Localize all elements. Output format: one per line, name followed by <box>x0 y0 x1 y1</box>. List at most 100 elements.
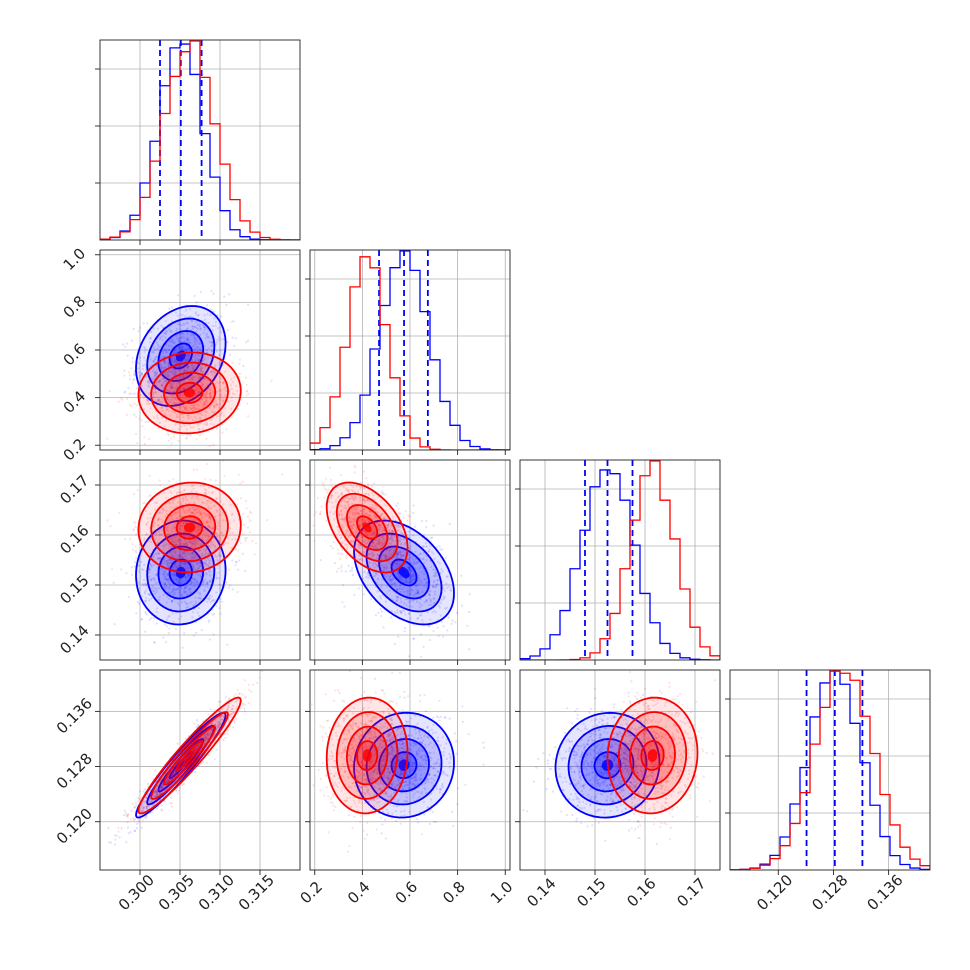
scatter-point <box>391 537 394 540</box>
scatter-point <box>171 573 174 576</box>
scatter-point <box>164 379 167 383</box>
scatter-point <box>352 514 355 517</box>
scatter-point <box>422 545 425 548</box>
scatter-point <box>437 634 440 638</box>
scatter-point <box>373 532 376 535</box>
scatter-point <box>432 597 435 601</box>
scatter-point <box>199 526 202 529</box>
y-tick-label: 0.8 <box>60 292 90 322</box>
scatter-point <box>208 444 211 448</box>
scatter-point <box>138 417 141 420</box>
scatter-point <box>417 579 420 582</box>
scatter-point <box>369 510 372 513</box>
scatter-point <box>173 549 176 552</box>
scatter-point <box>140 826 143 829</box>
scatter-point <box>170 387 173 390</box>
scatter-point <box>227 568 231 571</box>
scatter-point <box>200 367 203 370</box>
scatter-point <box>375 571 378 575</box>
scatter-point <box>360 518 363 521</box>
scatter-point <box>185 502 188 505</box>
scatter-point <box>142 502 145 505</box>
scatter-point <box>164 575 167 578</box>
scatter-point <box>426 580 429 584</box>
scatter-point <box>130 339 134 342</box>
scatter-point <box>362 510 365 513</box>
scatter-point <box>186 355 189 358</box>
scatter-point <box>331 485 334 488</box>
scatter-point <box>215 748 218 751</box>
scatter-point <box>192 565 195 568</box>
scatter-point <box>182 552 185 555</box>
scatter-point <box>173 574 176 577</box>
scatter-point <box>195 301 198 304</box>
scatter-point <box>155 582 158 585</box>
scatter-point <box>429 600 432 603</box>
scatter-point <box>160 406 163 409</box>
scatter-point <box>353 523 356 527</box>
scatter-point <box>381 541 384 544</box>
scatter-point <box>173 498 176 501</box>
scatter-point <box>399 525 402 528</box>
scatter-point <box>194 311 198 314</box>
scatter-point <box>205 582 208 585</box>
scatter-point <box>89 369 91 371</box>
scatter-point <box>190 542 193 545</box>
scatter-point <box>344 518 347 521</box>
scatter-point <box>201 379 204 382</box>
scatter-point <box>408 515 411 519</box>
scatter-point <box>225 428 228 431</box>
scatter-point <box>213 516 216 519</box>
scatter-point <box>239 497 242 500</box>
scatter-point <box>378 539 381 543</box>
scatter-point <box>446 575 449 578</box>
scatter-point <box>163 587 166 590</box>
scatter-point <box>120 397 123 400</box>
scatter-point <box>206 581 210 585</box>
scatter-point <box>163 561 166 564</box>
scatter-point <box>426 611 429 614</box>
scatter-point <box>183 489 186 492</box>
scatter-point <box>390 547 393 550</box>
scatter-point <box>217 514 220 517</box>
scatter-point <box>367 492 370 495</box>
scatter-point <box>346 500 350 503</box>
scatter-point <box>156 565 159 569</box>
scatter-point <box>245 383 248 386</box>
scatter-point <box>154 501 157 504</box>
scatter-point <box>174 550 177 553</box>
scatter-point <box>195 526 198 529</box>
scatter-point <box>202 370 205 373</box>
scatter-point <box>349 497 352 500</box>
scatter-point <box>161 562 164 565</box>
scatter-point <box>206 552 209 555</box>
scatter-point <box>195 719 199 722</box>
scatter-point <box>181 496 184 499</box>
scatter-point <box>165 585 168 588</box>
scatter-point <box>406 519 409 522</box>
scatter-point <box>416 616 419 620</box>
scatter-point <box>416 561 419 564</box>
scatter-point <box>139 393 142 397</box>
scatter-point <box>421 558 424 561</box>
scatter-point <box>368 561 371 564</box>
panel-1-0: 0.20.40.60.81.0 <box>60 244 301 465</box>
scatter-point <box>146 384 150 387</box>
scatter-point <box>160 518 163 521</box>
scatter-point <box>380 514 383 517</box>
scatter-point <box>436 560 440 564</box>
scatter-point <box>350 483 353 487</box>
scatter-point <box>142 568 145 571</box>
scatter-point <box>358 546 361 549</box>
scatter-point <box>156 327 159 330</box>
scatter-point <box>416 617 419 620</box>
scatter-point <box>207 544 210 547</box>
scatter-point <box>399 554 402 557</box>
scatter-point <box>201 501 204 504</box>
scatter-point <box>196 531 199 534</box>
scatter-point <box>145 533 149 536</box>
scatter-point <box>133 373 136 376</box>
scatter-point <box>371 524 374 527</box>
scatter-point <box>215 403 219 406</box>
scatter-point <box>185 347 188 350</box>
